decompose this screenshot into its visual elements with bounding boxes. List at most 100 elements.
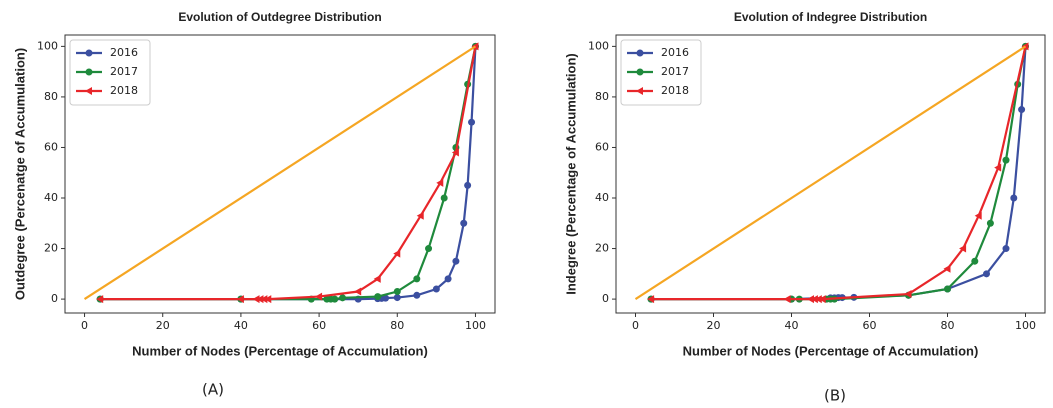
y-axis-label: Outdegree (Percenatge of Accumulation) <box>12 48 27 300</box>
x-tick-label: 80 <box>941 319 955 332</box>
x-tick-label: 40 <box>785 319 799 332</box>
marker <box>96 295 104 304</box>
marker <box>252 295 260 304</box>
y-tick-label: 40 <box>595 191 609 204</box>
x-axis-label: Number of Nodes (Percentage of Accumulat… <box>132 343 428 358</box>
x-tick-label: 20 <box>156 319 170 332</box>
marker <box>374 293 382 301</box>
y-tick-label: 60 <box>44 140 58 153</box>
legend-label: 2017 <box>661 65 689 78</box>
marker <box>354 287 362 296</box>
legend-marker <box>85 68 93 76</box>
marker <box>1002 156 1010 164</box>
marker <box>451 148 459 157</box>
marker <box>971 257 979 265</box>
marker <box>464 181 472 189</box>
legend-marker <box>636 49 644 57</box>
legend-label: 2016 <box>110 46 138 59</box>
x-tick-label: 100 <box>1015 319 1036 332</box>
marker <box>986 219 994 227</box>
marker <box>331 295 339 303</box>
marker <box>256 295 264 304</box>
y-tick-label: 60 <box>595 140 609 153</box>
marker <box>943 264 951 273</box>
y-tick-label: 100 <box>37 39 58 52</box>
legend-label: 2017 <box>110 65 138 78</box>
x-tick-label: 0 <box>632 319 639 332</box>
x-tick-label: 20 <box>707 319 721 332</box>
legend-marker <box>636 87 643 95</box>
marker <box>994 163 1002 172</box>
x-axis-label: Number of Nodes (Percentage of Accumulat… <box>683 343 979 358</box>
y-tick-label: 0 <box>51 292 58 305</box>
marker <box>814 295 822 304</box>
marker <box>1010 194 1018 202</box>
marker <box>425 245 433 253</box>
marker <box>432 285 440 293</box>
x-tick-label: 60 <box>863 319 877 332</box>
marker <box>413 291 421 299</box>
marker <box>393 249 401 258</box>
marker <box>959 244 967 253</box>
marker <box>468 118 476 126</box>
y-tick-label: 20 <box>44 242 58 255</box>
marker <box>373 274 381 283</box>
series-line <box>651 46 1027 301</box>
y-tick-label: 20 <box>595 242 609 255</box>
marker <box>647 295 655 304</box>
marker <box>807 295 814 304</box>
chart-title: Evolution of Outdegree Distribution <box>178 10 381 24</box>
marker <box>413 275 421 283</box>
y-tick-label: 80 <box>595 90 609 103</box>
plot-frame <box>64 34 496 314</box>
x-tick-label: 100 <box>465 319 486 332</box>
marker <box>818 295 826 304</box>
y-tick-label: 40 <box>44 191 58 204</box>
x-tick-label: 40 <box>234 319 248 332</box>
marker <box>264 295 272 304</box>
marker <box>983 270 990 278</box>
legend-marker <box>636 68 644 76</box>
caption: (B) <box>824 387 846 405</box>
marker <box>944 285 951 293</box>
marker <box>440 194 448 202</box>
marker <box>382 294 390 302</box>
marker <box>339 294 347 302</box>
series-line <box>83 45 477 301</box>
marker <box>393 294 401 302</box>
y-axis-label: Indegree (Percentage of Accumulation) <box>563 53 578 295</box>
chart-title: Evolution of Indegree Distribution <box>734 10 927 24</box>
legend-label: 2018 <box>110 84 138 97</box>
y-tick-label: 80 <box>44 90 58 103</box>
legend-marker <box>85 49 93 57</box>
marker <box>904 290 912 299</box>
legend-label: 2016 <box>661 46 689 59</box>
series-line <box>634 45 1027 301</box>
series-line <box>651 46 1027 301</box>
y-tick-label: 100 <box>588 39 609 52</box>
marker <box>260 295 268 304</box>
marker <box>1018 106 1026 114</box>
x-tick-label: 60 <box>312 319 326 332</box>
marker <box>452 257 460 265</box>
y-tick-label: 0 <box>602 292 609 305</box>
series-line <box>100 46 477 301</box>
marker <box>974 211 982 220</box>
marker <box>436 178 444 187</box>
marker <box>1002 245 1010 253</box>
marker <box>416 211 424 220</box>
marker <box>393 288 401 296</box>
series-line <box>100 46 477 301</box>
legend-marker <box>85 87 92 95</box>
marker <box>460 219 468 227</box>
x-tick-label: 80 <box>390 319 404 332</box>
plot-frame <box>615 34 1046 314</box>
marker <box>236 295 244 304</box>
x-tick-label: 0 <box>81 319 88 332</box>
marker <box>783 295 791 304</box>
series-line <box>651 46 1027 301</box>
legend-label: 2018 <box>661 84 689 97</box>
caption: (A) <box>202 381 224 399</box>
marker <box>315 292 323 301</box>
